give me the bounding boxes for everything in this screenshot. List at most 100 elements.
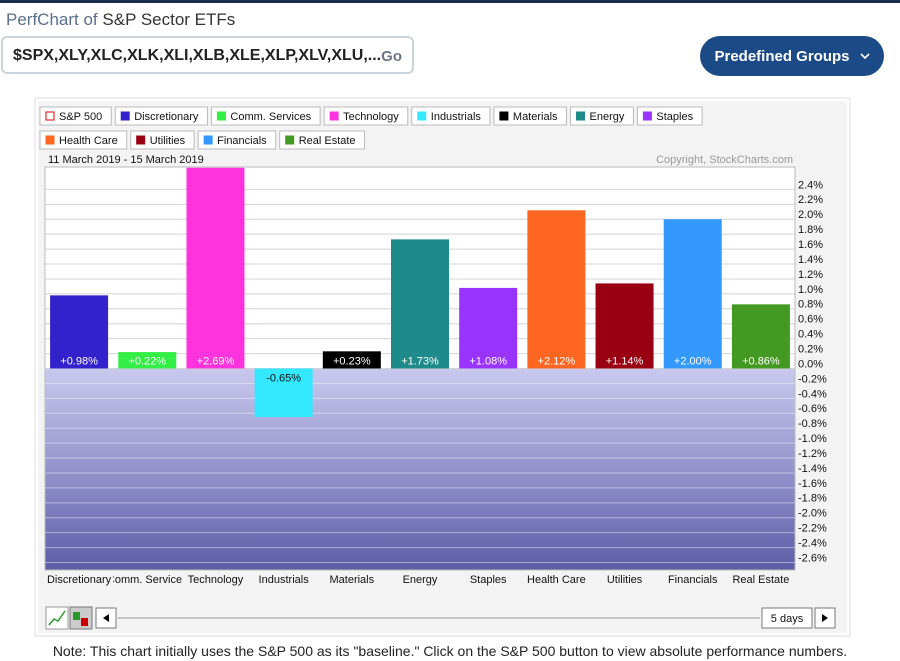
y-tick-label: -0.6% [798, 403, 827, 415]
legend-button[interactable]: Materials [493, 106, 568, 126]
legend-label: Discretionary [134, 111, 199, 123]
legend-swatch [499, 111, 509, 121]
legend-box [493, 106, 568, 126]
y-tick-label: -0.4% [798, 388, 827, 400]
x-tick-label: Materials [330, 574, 375, 586]
legend-button[interactable]: Real Estate [279, 130, 366, 150]
legend-label: Industrials [431, 111, 482, 123]
y-tick-label: -1.2% [798, 448, 827, 460]
y-tick-label: -1.4% [798, 463, 827, 475]
page-title: PerfChart of S&P Sector ETFs [6, 10, 235, 30]
x-label-clip: Industrials [259, 574, 310, 586]
x-tick-label: Health Care [527, 574, 586, 586]
value-label: +0.22% [128, 355, 166, 367]
legend-label: Health Care [59, 135, 118, 147]
legend-box [197, 130, 277, 150]
predefined-groups-button[interactable]: Predefined Groups [700, 36, 884, 76]
date-range: 11 March 2019 - 15 March 2019 [48, 154, 204, 166]
bar [186, 167, 245, 369]
go-button[interactable]: Go [381, 48, 402, 65]
title-prefix: PerfChart of [6, 10, 98, 29]
y-tick-label: 1.4% [798, 254, 823, 266]
note: Note: This chart initially uses the S&P … [52, 643, 848, 659]
value-label: +1.14% [606, 355, 644, 367]
legend-label: Real Estate [299, 135, 356, 147]
legend-button[interactable]: S&P 500 [39, 106, 112, 126]
legend-swatch [120, 111, 130, 121]
legend-label: Utilities [150, 135, 186, 147]
controls: 5 days [45, 606, 836, 630]
legend-button[interactable]: Industrials [411, 106, 491, 126]
legend-button[interactable]: Discretionary [114, 106, 208, 126]
legend-swatch [417, 111, 427, 121]
legend-box [210, 106, 321, 126]
legend-swatch [45, 111, 55, 121]
legend-swatch [329, 111, 339, 121]
symbol-input[interactable]: $SPX,XLY,XLC,XLK,XLI,XLB,XLE,XLP,XLV,XLU… [1, 36, 414, 74]
bar [731, 304, 790, 369]
x-tick-label: Comm. Services [107, 574, 188, 586]
legend-box [39, 130, 128, 150]
y-tick-label: -2.2% [798, 523, 827, 535]
x-label-clip: Health Care [527, 574, 586, 586]
legend-swatch [576, 111, 586, 121]
legend-button[interactable]: Technology [323, 106, 409, 126]
arrow-left [103, 614, 109, 622]
y-tick-label: -0.2% [798, 373, 827, 385]
y-tick-label: -1.0% [798, 433, 827, 445]
legend-button[interactable]: Comm. Services [210, 106, 321, 126]
legend-swatch [642, 111, 652, 121]
negative-region [45, 368, 795, 570]
bar-icon [81, 618, 88, 626]
y-tick-label: 2.4% [798, 179, 823, 191]
x-label-clip: Utilities [607, 574, 643, 586]
line-chart-toggle[interactable] [45, 606, 69, 630]
bar [254, 368, 313, 418]
legend-label: S&P 500 [59, 111, 102, 123]
x-label-clip: Materials [330, 574, 375, 586]
bar [459, 287, 518, 369]
x-label-clip: Comm. Services [107, 574, 188, 586]
bar [527, 210, 586, 369]
legend-button[interactable]: Financials [197, 130, 277, 150]
chevron [859, 53, 870, 59]
legend-button[interactable]: Health Care [39, 130, 128, 150]
legend-box [39, 106, 112, 126]
legend-button[interactable]: Staples [636, 106, 703, 126]
y-tick-label: 1.8% [798, 224, 823, 236]
x-label-clip: Energy [403, 574, 438, 586]
value-label: +2.12% [538, 355, 576, 367]
y-tick-label: -2.0% [798, 508, 827, 520]
legend-label: Comm. Services [230, 111, 311, 123]
x-tick-label: Staples [470, 574, 507, 586]
x-tick-label: Real Estate [732, 574, 789, 586]
x-label-clip: Discretionary [47, 574, 112, 586]
y-tick-label: 0.8% [798, 299, 823, 311]
value-label: -0.65% [266, 372, 301, 384]
legend-swatch [45, 135, 55, 145]
title-main: S&P Sector ETFs [102, 10, 236, 29]
y-tick-label: 1.0% [798, 284, 823, 296]
y-tick-label: 0.0% [798, 358, 823, 370]
legend-button[interactable]: Utilities [130, 130, 195, 150]
x-label-clip: Technology [188, 574, 244, 586]
legend-button[interactable]: Energy [570, 106, 634, 126]
y-tick-label: -2.4% [798, 538, 827, 550]
legend-swatch [203, 135, 213, 145]
legend-box [636, 106, 703, 126]
y-tick-label: -2.6% [798, 552, 827, 564]
x-tick-label: Technology [188, 574, 244, 586]
value-label: +2.00% [674, 355, 712, 367]
y-tick-label: 0.6% [798, 314, 823, 326]
plot-border [44, 166, 796, 571]
y-tick-label: 0.2% [798, 343, 823, 355]
x-tick-label: Financials [668, 574, 718, 586]
period-box[interactable] [761, 607, 813, 629]
legend-box [279, 130, 366, 150]
value-label: +1.08% [469, 355, 507, 367]
bar [391, 239, 449, 369]
legend-swatch [136, 135, 146, 145]
value-label: +1.73% [401, 355, 439, 367]
